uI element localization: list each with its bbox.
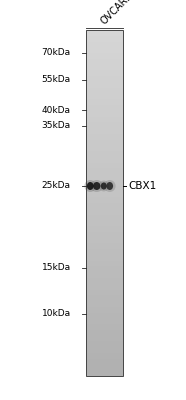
Bar	[86, 255, 123, 261]
Bar	[86, 30, 123, 36]
Bar	[86, 145, 123, 151]
Bar	[86, 226, 123, 232]
Bar	[86, 47, 123, 53]
Bar	[86, 307, 123, 312]
Text: CBX1: CBX1	[128, 181, 157, 191]
Bar	[86, 290, 123, 295]
Bar	[86, 82, 123, 88]
Bar	[86, 330, 123, 336]
Text: 15kDa: 15kDa	[41, 264, 71, 272]
Bar	[86, 192, 123, 197]
Text: 40kDa: 40kDa	[42, 106, 71, 115]
Ellipse shape	[90, 180, 103, 192]
Bar	[86, 70, 123, 76]
Bar	[86, 347, 123, 353]
Bar	[86, 301, 123, 307]
Bar	[86, 64, 123, 70]
Text: 25kDa: 25kDa	[42, 182, 71, 190]
Bar	[86, 214, 123, 220]
Ellipse shape	[106, 182, 113, 190]
Bar	[86, 186, 123, 192]
Bar	[86, 318, 123, 324]
Bar	[86, 94, 123, 99]
Bar	[86, 105, 123, 111]
Bar	[86, 272, 123, 278]
Bar	[86, 197, 123, 203]
Bar	[86, 59, 123, 64]
Bar	[86, 88, 123, 94]
Bar	[86, 364, 123, 370]
Bar	[86, 336, 123, 341]
Bar	[86, 168, 123, 174]
Bar	[86, 111, 123, 116]
Bar	[86, 99, 123, 105]
Bar	[86, 122, 123, 128]
Bar	[86, 278, 123, 284]
Bar	[86, 342, 123, 347]
Bar	[86, 128, 123, 134]
Bar	[86, 151, 123, 157]
Bar	[86, 370, 123, 376]
Bar	[86, 295, 123, 301]
Bar	[86, 209, 123, 214]
Bar	[86, 261, 123, 266]
Bar	[86, 116, 123, 122]
Bar	[86, 76, 123, 82]
Bar	[86, 53, 123, 59]
Bar	[86, 243, 123, 249]
Ellipse shape	[87, 182, 94, 190]
Bar	[86, 232, 123, 238]
Ellipse shape	[93, 182, 100, 190]
Bar	[86, 266, 123, 272]
Bar	[86, 163, 123, 168]
Bar	[86, 30, 123, 376]
Ellipse shape	[101, 182, 107, 190]
Bar	[86, 220, 123, 226]
Bar	[86, 36, 123, 42]
Text: OVCAR3: OVCAR3	[99, 0, 135, 26]
Bar	[86, 134, 123, 140]
Bar	[86, 140, 123, 145]
Bar	[86, 249, 123, 255]
Bar	[86, 353, 123, 359]
Bar	[86, 284, 123, 290]
Text: 70kDa: 70kDa	[41, 48, 71, 57]
Ellipse shape	[99, 181, 109, 192]
Bar	[86, 324, 123, 330]
Ellipse shape	[84, 180, 96, 192]
Ellipse shape	[104, 180, 116, 192]
Bar	[86, 312, 123, 318]
Text: 55kDa: 55kDa	[41, 76, 71, 84]
Bar	[86, 180, 123, 186]
Bar	[86, 174, 123, 180]
Bar	[86, 238, 123, 243]
Bar	[86, 359, 123, 364]
Bar	[86, 203, 123, 209]
Text: 10kDa: 10kDa	[41, 310, 71, 318]
Bar	[86, 157, 123, 163]
Bar	[86, 42, 123, 47]
Text: 35kDa: 35kDa	[41, 121, 71, 130]
